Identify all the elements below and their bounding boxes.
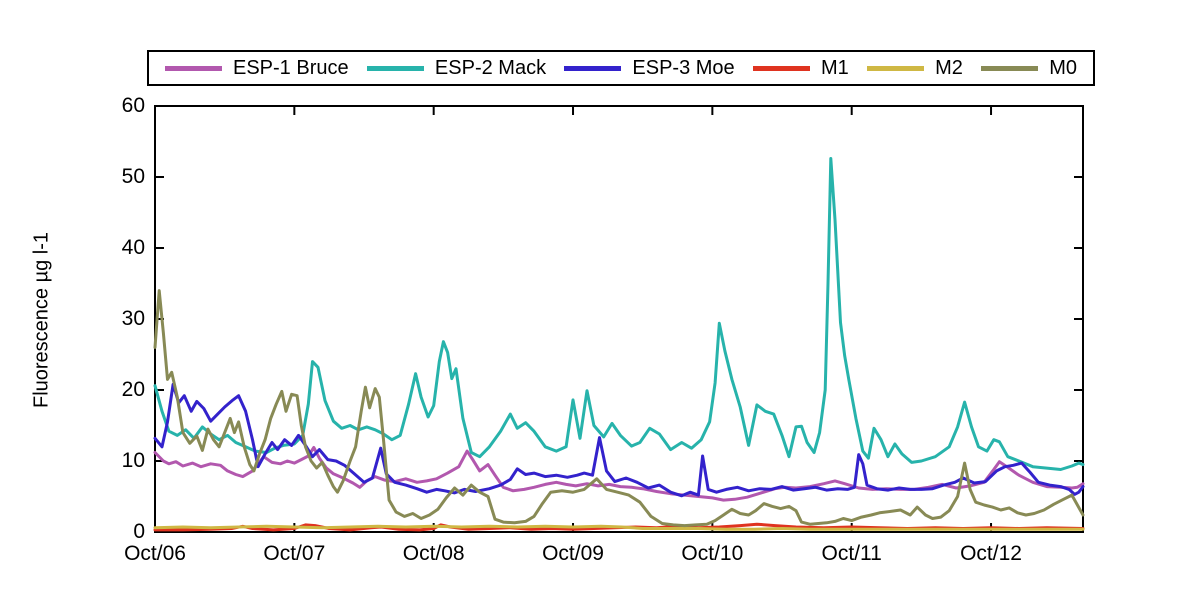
y-axis-title: Fluorescence µg l-1 (30, 231, 53, 409)
legend-item-esp-1-bruce: ESP-1 Bruce (165, 58, 349, 78)
legend-line-swatch (867, 65, 925, 71)
x-tick-label: Oct/09 (542, 542, 604, 565)
legend-line-swatch (981, 65, 1039, 71)
legend-label: ESP-2 Mack (434, 57, 547, 79)
x-tick-label: Oct/11 (821, 542, 882, 565)
y-tick-label: 20 (121, 378, 145, 401)
legend-label: M1 (820, 57, 849, 79)
series-line-m2 (153, 524, 1085, 531)
x-tick-label: Oct/06 (124, 542, 186, 565)
series-line-esp-3-moe (153, 382, 1085, 498)
legend-item-esp-3-moe: ESP-3 Moe (564, 57, 735, 79)
legend-label: ESP-1 Bruce (233, 57, 349, 79)
y-tick-label: 40 (121, 236, 145, 259)
legend-item-esp-2-mack: ESP-2 Mack (366, 57, 547, 79)
legend-label: M0 (1049, 57, 1077, 79)
y-tick-label: 60 (121, 94, 145, 117)
y-tick-label: 30 (121, 307, 145, 330)
legend-line-swatch (165, 65, 222, 71)
legend-line-swatch (564, 65, 622, 71)
legend: ESP-1 Bruce ESP-2 Mack ESP-3 Moe M1 M2 M0 (147, 50, 1095, 86)
x-tick-label: Oct/08 (402, 542, 465, 565)
legend-label: M2 (935, 57, 963, 79)
x-tick-label: Oct/12 (960, 542, 1022, 565)
legend-item-m1: M1 (752, 57, 849, 79)
y-tick-label: 50 (121, 165, 145, 188)
y-tick-label: 10 (121, 449, 145, 472)
legend-line-swatch (752, 65, 810, 71)
y-tick-label: 0 (133, 520, 145, 543)
legend-label: ESP-3 Moe (632, 57, 735, 79)
legend-item-m2: M2 (867, 58, 963, 78)
series-line-m0 (153, 289, 1085, 528)
legend-item-m0: M0 (981, 58, 1077, 78)
x-tick-label: Oct/10 (681, 542, 744, 565)
plot-border (154, 105, 1084, 533)
x-tick-label: Oct/07 (263, 542, 326, 565)
series-line-esp-2-mack (153, 157, 1085, 471)
legend-line-swatch (366, 65, 424, 71)
